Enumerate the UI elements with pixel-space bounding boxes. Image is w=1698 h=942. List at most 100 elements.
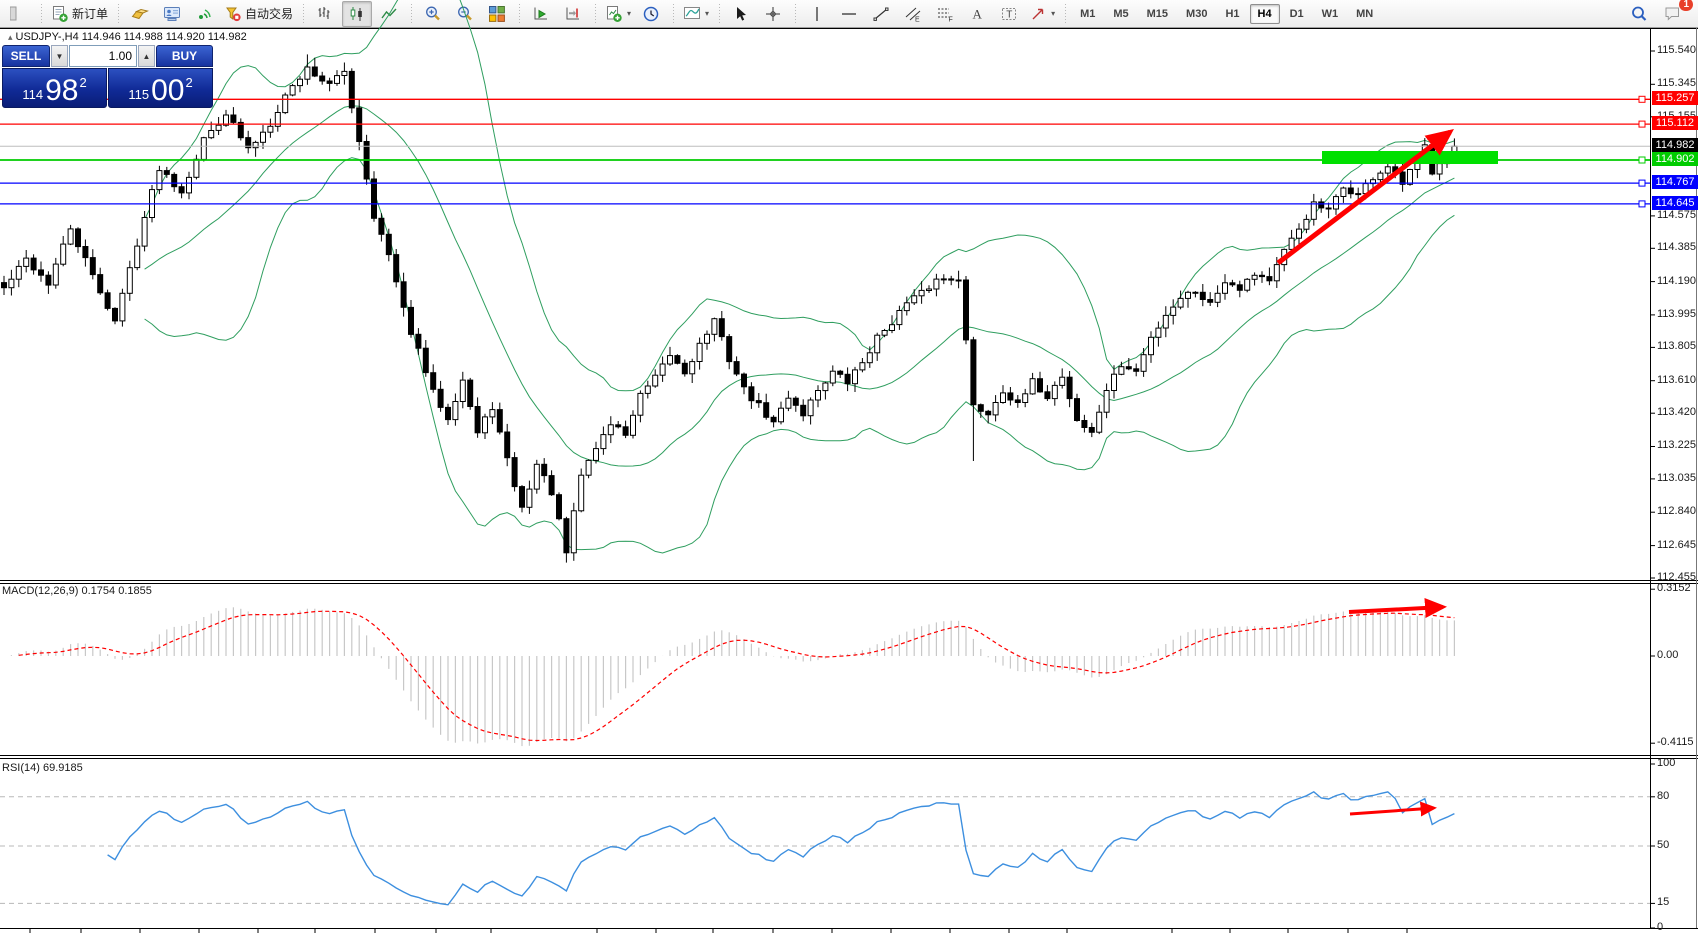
price-axis-tick: 115.345	[1657, 77, 1696, 90]
sell-price-display[interactable]: 114 98 2	[2, 68, 107, 108]
volume-down-button[interactable]: ▼	[51, 45, 68, 67]
zoom-in-button[interactable]	[418, 1, 448, 27]
notifications-button[interactable]: 1	[1658, 0, 1693, 27]
chart-shift-button[interactable]	[558, 1, 588, 27]
buy-price-prefix: 115	[128, 87, 150, 102]
dropdown-caret-icon[interactable]: ▾	[705, 9, 710, 18]
timeframe-m5[interactable]: M5	[1113, 7, 1129, 20]
timeframe-m15[interactable]: M15	[1146, 7, 1169, 20]
price-axis-tick: 114.385	[1657, 241, 1696, 254]
dropdown-caret-icon[interactable]: ▾	[627, 9, 632, 18]
sell-button[interactable]: SELL	[2, 45, 50, 67]
price-line-label: 115.257	[1652, 91, 1698, 106]
channel-icon: E	[904, 5, 922, 23]
rsi-label: RSI(14) 69.9185	[2, 762, 83, 774]
price-axis-tick: 112.840	[1657, 505, 1696, 518]
trendline-icon	[872, 5, 890, 23]
sliver-icon	[10, 5, 28, 23]
cropped-icon	[4, 1, 34, 27]
fibo-icon: F	[936, 5, 954, 23]
trendline-tool[interactable]	[866, 1, 896, 27]
timeframe-m1[interactable]: M1	[1080, 7, 1096, 20]
new-chart-button[interactable]: ▾	[602, 1, 634, 27]
toolbar-handle[interactable]	[301, 3, 306, 24]
signals-button[interactable]	[189, 1, 219, 27]
price-line-label: 114.982	[1652, 138, 1698, 153]
rsi-axis-tick: 100	[1657, 757, 1676, 769]
market-watch-button[interactable]	[125, 1, 155, 27]
timeframe-m30[interactable]: M30	[1186, 7, 1208, 20]
price-axis-tick: 114.575	[1657, 208, 1696, 221]
tile-windows-button[interactable]	[482, 1, 512, 27]
text-tool[interactable]: A	[962, 1, 992, 27]
toolbar-handle[interactable]	[1063, 3, 1068, 24]
fibonacci-tool[interactable]: F	[930, 1, 960, 27]
cursor-tool-button[interactable]	[726, 1, 756, 27]
sell-price-sup: 2	[79, 75, 87, 90]
equidistant-channel-tool[interactable]: E	[898, 1, 928, 27]
toolbar-handle[interactable]	[116, 3, 121, 24]
volume-input[interactable]	[69, 45, 137, 67]
buy-price-big: 00	[151, 74, 185, 107]
toolbar-handle[interactable]	[39, 3, 43, 24]
macd-axis-tick: 0.3152	[1657, 582, 1691, 595]
autotrading-button[interactable]: 自动交易	[221, 1, 296, 27]
rsi-axis-tick: 80	[1657, 789, 1670, 802]
new-order-button[interactable]: 新订单	[48, 1, 111, 27]
toolbar-handle[interactable]	[793, 3, 798, 24]
zoom-out-button[interactable]	[450, 1, 480, 27]
toolbar-handle[interactable]	[671, 3, 676, 24]
toolbar-handle[interactable]	[593, 3, 598, 24]
one-click-toggle-icon[interactable]: ▴	[8, 32, 13, 42]
svg-text:T: T	[1006, 9, 1012, 20]
zoom-out-icon	[456, 5, 474, 23]
timeframe-w1[interactable]: W1	[1321, 7, 1339, 20]
toolbar-handle[interactable]	[517, 3, 522, 24]
crosshair-tool-button[interactable]	[758, 1, 788, 27]
auto-scroll-button[interactable]	[526, 1, 556, 27]
notification-badge: 1	[1679, 0, 1693, 11]
zoom-in-icon	[424, 5, 442, 23]
rsi-axis-tick: 50	[1657, 839, 1670, 851]
buy-button[interactable]: BUY	[156, 45, 213, 67]
price-axis-tick: 114.190	[1657, 274, 1696, 287]
price-line-label: 115.112	[1652, 116, 1698, 131]
bars-icon	[316, 5, 334, 23]
line-chart-button[interactable]	[374, 1, 404, 27]
clock-button[interactable]	[636, 1, 666, 27]
shift-icon	[564, 5, 582, 23]
text-label-tool[interactable]: T	[994, 1, 1024, 27]
label-icon: T	[1000, 5, 1018, 23]
price-line-label: 114.902	[1652, 151, 1698, 166]
horizontal-line-tool[interactable]	[834, 1, 864, 27]
price-axis-tick: 115.540	[1657, 44, 1696, 56]
navigator-icon	[163, 5, 181, 23]
arrows-tool[interactable]: ▾	[1026, 1, 1058, 27]
profiles-button[interactable]: ▾	[680, 1, 712, 27]
toolbar-handle[interactable]	[717, 3, 722, 24]
price-axis-tick: 112.645	[1657, 538, 1696, 551]
timeframe-d1[interactable]: D1	[1289, 7, 1304, 20]
bar-chart-button[interactable]	[310, 1, 340, 27]
text-icon: A	[968, 5, 986, 23]
vline-icon	[808, 5, 826, 23]
clock-icon	[642, 5, 660, 23]
search-button[interactable]	[1624, 1, 1654, 27]
price-axis-tick: 113.610	[1657, 373, 1696, 386]
buy-price-display[interactable]: 115 00 2	[108, 68, 213, 108]
navigator-button[interactable]	[157, 1, 187, 27]
line-icon	[380, 5, 398, 23]
toolbar-handle[interactable]	[409, 3, 414, 24]
candlestick-chart-button[interactable]	[342, 0, 373, 27]
svg-text:E: E	[915, 16, 920, 23]
timeframe-h4[interactable]: H4	[1249, 3, 1280, 24]
volume-up-button[interactable]: ▲	[138, 45, 155, 67]
timeframe-mn[interactable]: MN	[1356, 7, 1374, 20]
timeframe-h1[interactable]: H1	[1225, 7, 1240, 20]
new-chart-icon	[605, 5, 623, 23]
dropdown-caret-icon[interactable]: ▾	[1051, 9, 1056, 18]
rsi-axis-tick: 15	[1657, 896, 1670, 909]
vertical-line-tool[interactable]	[802, 1, 832, 27]
